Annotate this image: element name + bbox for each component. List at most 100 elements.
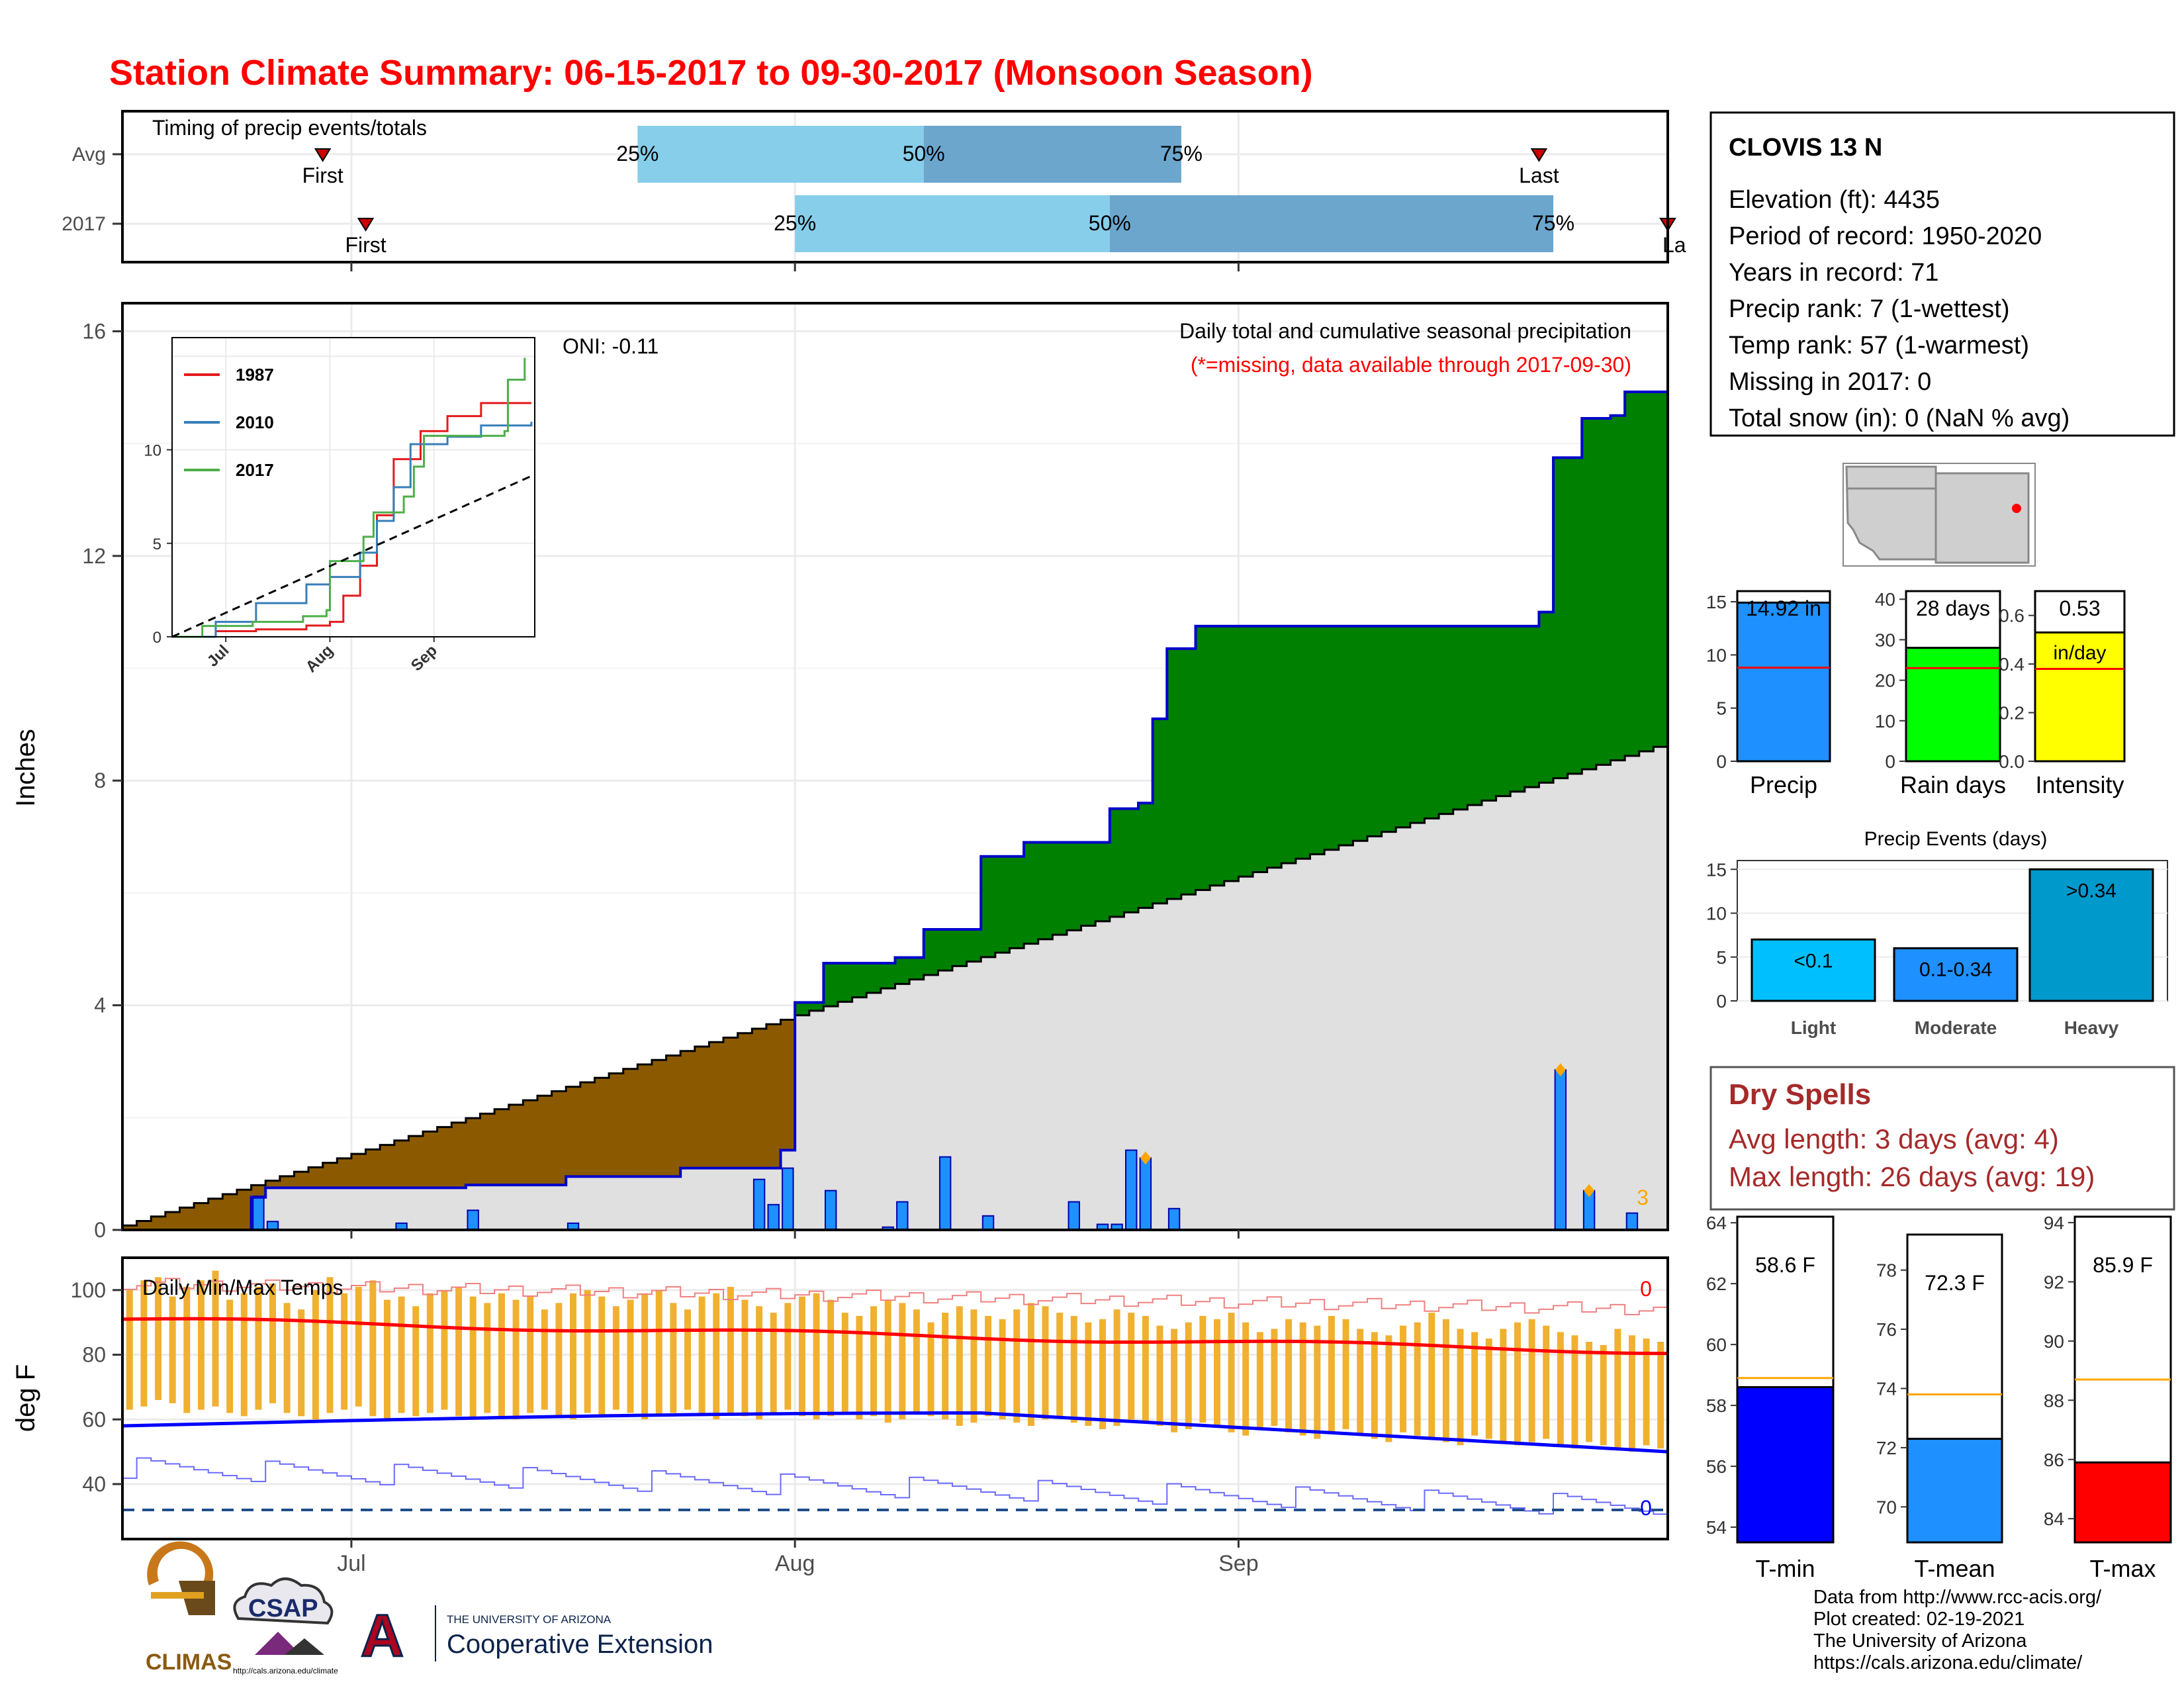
daily-temp-bar-92 bbox=[1442, 1319, 1449, 1442]
surplus-segment bbox=[1439, 626, 1454, 814]
surplus-segment bbox=[1553, 457, 1569, 778]
deficit-segment bbox=[508, 1104, 523, 1186]
temp-summary-ytick-label: 64 bbox=[1706, 1213, 1727, 1233]
precip-panel: 0 4 8 12 16 Inches Daily total and cumulativ… bbox=[11, 302, 1669, 1242]
surplus-segment bbox=[823, 962, 839, 1007]
daily-temp-bar-55 bbox=[913, 1309, 920, 1413]
daily-temp-bar-7 bbox=[226, 1299, 234, 1413]
timing-bars: 25% 50% 75% First Last 25% 50% 75% First La bbox=[302, 126, 1686, 257]
temp-summary-ytick-label: 74 bbox=[1876, 1379, 1897, 1399]
daily-temp-bar-59 bbox=[970, 1309, 978, 1423]
inset-ytick-label-1: 5 bbox=[153, 536, 161, 553]
daily-temp-bar-81 bbox=[1285, 1319, 1293, 1432]
temp-summary-bar bbox=[1906, 1438, 2003, 1544]
temp-summary-value-label: 58.6 F bbox=[1755, 1253, 1815, 1277]
surplus-segment bbox=[1582, 418, 1597, 770]
surplus-segment bbox=[1195, 626, 1210, 890]
climas-logo-text: CLIMAS bbox=[146, 1650, 232, 1675]
summary-chart-title: Rain days bbox=[1900, 771, 2006, 798]
daily-temp-bar-67 bbox=[1085, 1322, 1092, 1427]
deficit-segment bbox=[265, 1180, 281, 1188]
summary-chart-rain-days: 28 days 0 10 20 30 40 Rain days bbox=[1875, 589, 2006, 798]
temp-ytick-label-3: 100 bbox=[71, 1278, 106, 1302]
station-info-box: CLOVIS 13 N Elevation (ft): 4435 Period … bbox=[1709, 111, 2175, 437]
summary-ytick-label: 30 bbox=[1875, 630, 1895, 650]
daily-temp-bar-78 bbox=[1242, 1322, 1250, 1436]
deficit-segment bbox=[380, 1145, 395, 1188]
daily-temp-bar-37 bbox=[655, 1289, 662, 1417]
timing-pct-label-avg-0: 25% bbox=[616, 142, 659, 165]
deficit-segment bbox=[666, 1055, 681, 1177]
date-x-axis: Jul Aug Sep bbox=[337, 1539, 1259, 1576]
precip-panel-border bbox=[121, 302, 1669, 1231]
summary-chart-title: Intensity bbox=[2035, 771, 2124, 798]
precip-ytick-label-0: 0 bbox=[94, 1218, 106, 1242]
timing-bar-50-75-obs bbox=[1109, 195, 1554, 252]
temp-summary-t-max: 85.9 F 84 86 88 90 92 94 T-max bbox=[2044, 1213, 2172, 1582]
daily-temp-bar-73 bbox=[1171, 1329, 1178, 1432]
deficit-segment bbox=[122, 1225, 138, 1230]
daily-temp-bar-106 bbox=[1643, 1338, 1650, 1446]
csap-logo-mountain-2 bbox=[285, 1638, 324, 1655]
deficit-segment bbox=[651, 1060, 667, 1177]
daily-temp-bar-17 bbox=[369, 1280, 377, 1417]
daily-temp-bar-18 bbox=[384, 1299, 390, 1420]
precip-events-ytick-label-3: 15 bbox=[1706, 859, 1727, 880]
station-name: CLOVIS 13 N bbox=[1729, 134, 1882, 162]
daily-precip-bar-0 bbox=[252, 1196, 265, 1230]
daily-precip-bar-16 bbox=[1125, 1149, 1138, 1230]
temperature-lines bbox=[122, 1278, 1668, 1518]
surplus-segment bbox=[1109, 808, 1125, 917]
daily-temp-bar-42 bbox=[727, 1286, 734, 1413]
csap-logo: CSAP http://cals.arizona.edu/climate bbox=[233, 1577, 338, 1675]
summary-ytick-label: 10 bbox=[1706, 645, 1727, 665]
deficit-segment bbox=[337, 1158, 352, 1188]
precip-events-plot: 0 5 10 15 <0.1 Light 0.1-0.34 Moderate >0.34 Heav… bbox=[1706, 859, 2168, 1038]
deficit-segment bbox=[451, 1122, 467, 1188]
daily-temp-bar-41 bbox=[713, 1293, 720, 1420]
daily-temp-bar-43 bbox=[741, 1299, 749, 1417]
temp-summary-value-label: 72.3 F bbox=[1925, 1271, 1985, 1295]
daily-temp-bar-28 bbox=[527, 1296, 534, 1413]
timing-panel-border bbox=[121, 110, 1669, 263]
ua-logo: A THE UNIVERSITY OF ARIZONA Cooperative … bbox=[360, 1603, 713, 1671]
daily-temp-bar-46 bbox=[784, 1303, 792, 1410]
deficit-segment bbox=[251, 1185, 266, 1197]
daily-temp-bar-53 bbox=[884, 1299, 891, 1423]
daily-temp-bar-54 bbox=[899, 1303, 906, 1420]
daily-temp-bar-57 bbox=[942, 1313, 949, 1420]
daily-temp-bar-75 bbox=[1199, 1315, 1206, 1423]
daily-temp-bar-66 bbox=[1070, 1315, 1077, 1423]
daily-precip-bar-12 bbox=[981, 1215, 995, 1230]
daily-precip-bar-8 bbox=[824, 1190, 837, 1230]
temp-summary-ytick-label: 62 bbox=[1706, 1274, 1727, 1294]
deficit-segment bbox=[179, 1207, 195, 1230]
observed-cumulative-line bbox=[122, 391, 1668, 1230]
surplus-segment bbox=[1467, 626, 1482, 806]
inset-legend-label-2017: 2017 bbox=[236, 460, 274, 480]
temp-summary-title: T-max bbox=[2089, 1555, 2156, 1582]
daily-temp-bar-97 bbox=[1514, 1322, 1521, 1446]
daily-temp-bar-22 bbox=[441, 1289, 448, 1410]
daily-temp-bar-99 bbox=[1543, 1325, 1550, 1439]
csap-logo-cloud bbox=[233, 1577, 334, 1625]
deficit-segment bbox=[236, 1190, 252, 1230]
daily-temp-bar-13 bbox=[312, 1289, 319, 1420]
temperature-y-axis-label: deg F bbox=[11, 1364, 40, 1432]
precip-axes: 0 4 8 12 16 bbox=[82, 319, 1240, 1242]
surplus-segment bbox=[1539, 612, 1554, 783]
daily-temp-bar-21 bbox=[426, 1293, 433, 1413]
surplus-segment bbox=[895, 957, 910, 984]
surplus-segment bbox=[1396, 626, 1411, 827]
precip-record-marker-1 bbox=[1555, 1063, 1566, 1077]
precip-record-marker-0 bbox=[1140, 1151, 1151, 1165]
daily-temp-bar-26 bbox=[498, 1293, 505, 1417]
surplus-segment bbox=[1610, 415, 1625, 761]
surplus-segment bbox=[1353, 626, 1368, 841]
summary-chart-precip: 14.92 in 0 5 10 15 Precip bbox=[1706, 590, 1831, 798]
temp-ytick-label-0: 40 bbox=[82, 1472, 106, 1496]
summary-value-label: 28 days bbox=[1916, 596, 1990, 620]
deficit-segment bbox=[151, 1216, 166, 1230]
surplus-segment bbox=[1224, 626, 1239, 881]
